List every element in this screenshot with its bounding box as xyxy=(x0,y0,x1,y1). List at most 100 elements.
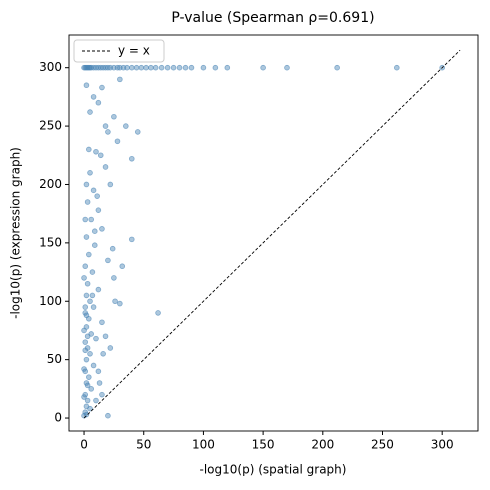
point xyxy=(133,64,140,71)
point xyxy=(99,226,105,232)
point xyxy=(83,82,90,89)
point xyxy=(123,123,129,129)
point xyxy=(105,257,111,264)
point xyxy=(96,380,103,386)
point xyxy=(100,351,106,357)
point xyxy=(188,64,195,71)
point xyxy=(91,228,98,234)
y-tick-label: 300 xyxy=(39,60,62,74)
x-tick-label: 200 xyxy=(311,438,334,452)
point xyxy=(170,64,177,71)
point xyxy=(260,64,266,71)
point xyxy=(155,310,161,316)
y-tick-label: 0 xyxy=(54,411,62,425)
legend-box xyxy=(73,39,165,63)
reference-line xyxy=(83,49,461,419)
y-tick-label: 150 xyxy=(39,235,62,249)
point xyxy=(95,99,102,106)
point xyxy=(93,335,99,342)
point xyxy=(81,275,87,281)
point xyxy=(89,292,96,299)
point xyxy=(83,234,90,240)
point xyxy=(89,269,96,275)
point xyxy=(128,64,135,71)
point xyxy=(394,64,400,71)
point xyxy=(212,64,219,71)
x-tick-label: 0 xyxy=(80,438,88,452)
point xyxy=(99,84,105,91)
point xyxy=(143,64,149,71)
point xyxy=(90,94,97,100)
x-tick-label: 250 xyxy=(371,438,394,452)
x-tick-label: 150 xyxy=(252,438,275,452)
point xyxy=(84,333,91,340)
point xyxy=(200,64,207,71)
point xyxy=(83,312,90,319)
point xyxy=(88,386,95,392)
x-tick-label: 100 xyxy=(192,438,215,452)
point xyxy=(82,263,89,270)
point xyxy=(102,164,109,170)
point xyxy=(164,64,171,71)
y-tick-label: 200 xyxy=(39,177,62,191)
point xyxy=(83,292,90,299)
point xyxy=(86,374,92,380)
point xyxy=(84,382,91,389)
point xyxy=(95,286,102,293)
point xyxy=(107,345,114,351)
point xyxy=(95,368,102,375)
point xyxy=(97,152,104,159)
point xyxy=(114,138,121,145)
point xyxy=(117,300,123,307)
point xyxy=(124,64,130,71)
point xyxy=(93,148,99,155)
point xyxy=(105,412,111,419)
x-axis-label: -log10(p) (spatial graph) xyxy=(200,463,347,477)
x-tick-label: 50 xyxy=(136,438,151,452)
point xyxy=(99,319,105,326)
point xyxy=(87,298,93,305)
point xyxy=(90,362,97,369)
point xyxy=(90,304,97,310)
point xyxy=(83,356,90,363)
point xyxy=(84,199,91,205)
point xyxy=(87,351,93,357)
point xyxy=(83,181,90,188)
point xyxy=(152,64,159,71)
point xyxy=(182,64,189,71)
point xyxy=(84,280,91,287)
point xyxy=(107,181,114,188)
chart-title: P-value (Spearman ρ=0.691) xyxy=(171,10,374,26)
point xyxy=(102,123,109,129)
point xyxy=(84,397,91,404)
point xyxy=(112,298,118,305)
point xyxy=(111,275,117,281)
point xyxy=(91,242,98,249)
point xyxy=(82,216,89,223)
legend-label: y = x xyxy=(118,44,150,58)
y-tick-label: 250 xyxy=(39,119,62,133)
point xyxy=(95,207,102,213)
point xyxy=(148,64,154,71)
point xyxy=(81,327,87,334)
point xyxy=(87,170,93,176)
point xyxy=(128,155,135,162)
point xyxy=(224,64,231,71)
point xyxy=(102,333,109,340)
point xyxy=(176,64,183,71)
point xyxy=(82,304,89,310)
point xyxy=(82,339,89,345)
point xyxy=(87,109,93,115)
plot-frame xyxy=(68,34,479,432)
point xyxy=(111,113,117,120)
point xyxy=(81,366,87,372)
point xyxy=(86,146,92,153)
point xyxy=(128,236,135,243)
point xyxy=(90,187,97,194)
point xyxy=(109,245,116,252)
point xyxy=(82,347,89,354)
y-tick-label: 50 xyxy=(47,352,62,366)
point xyxy=(93,397,99,404)
point xyxy=(83,411,90,418)
